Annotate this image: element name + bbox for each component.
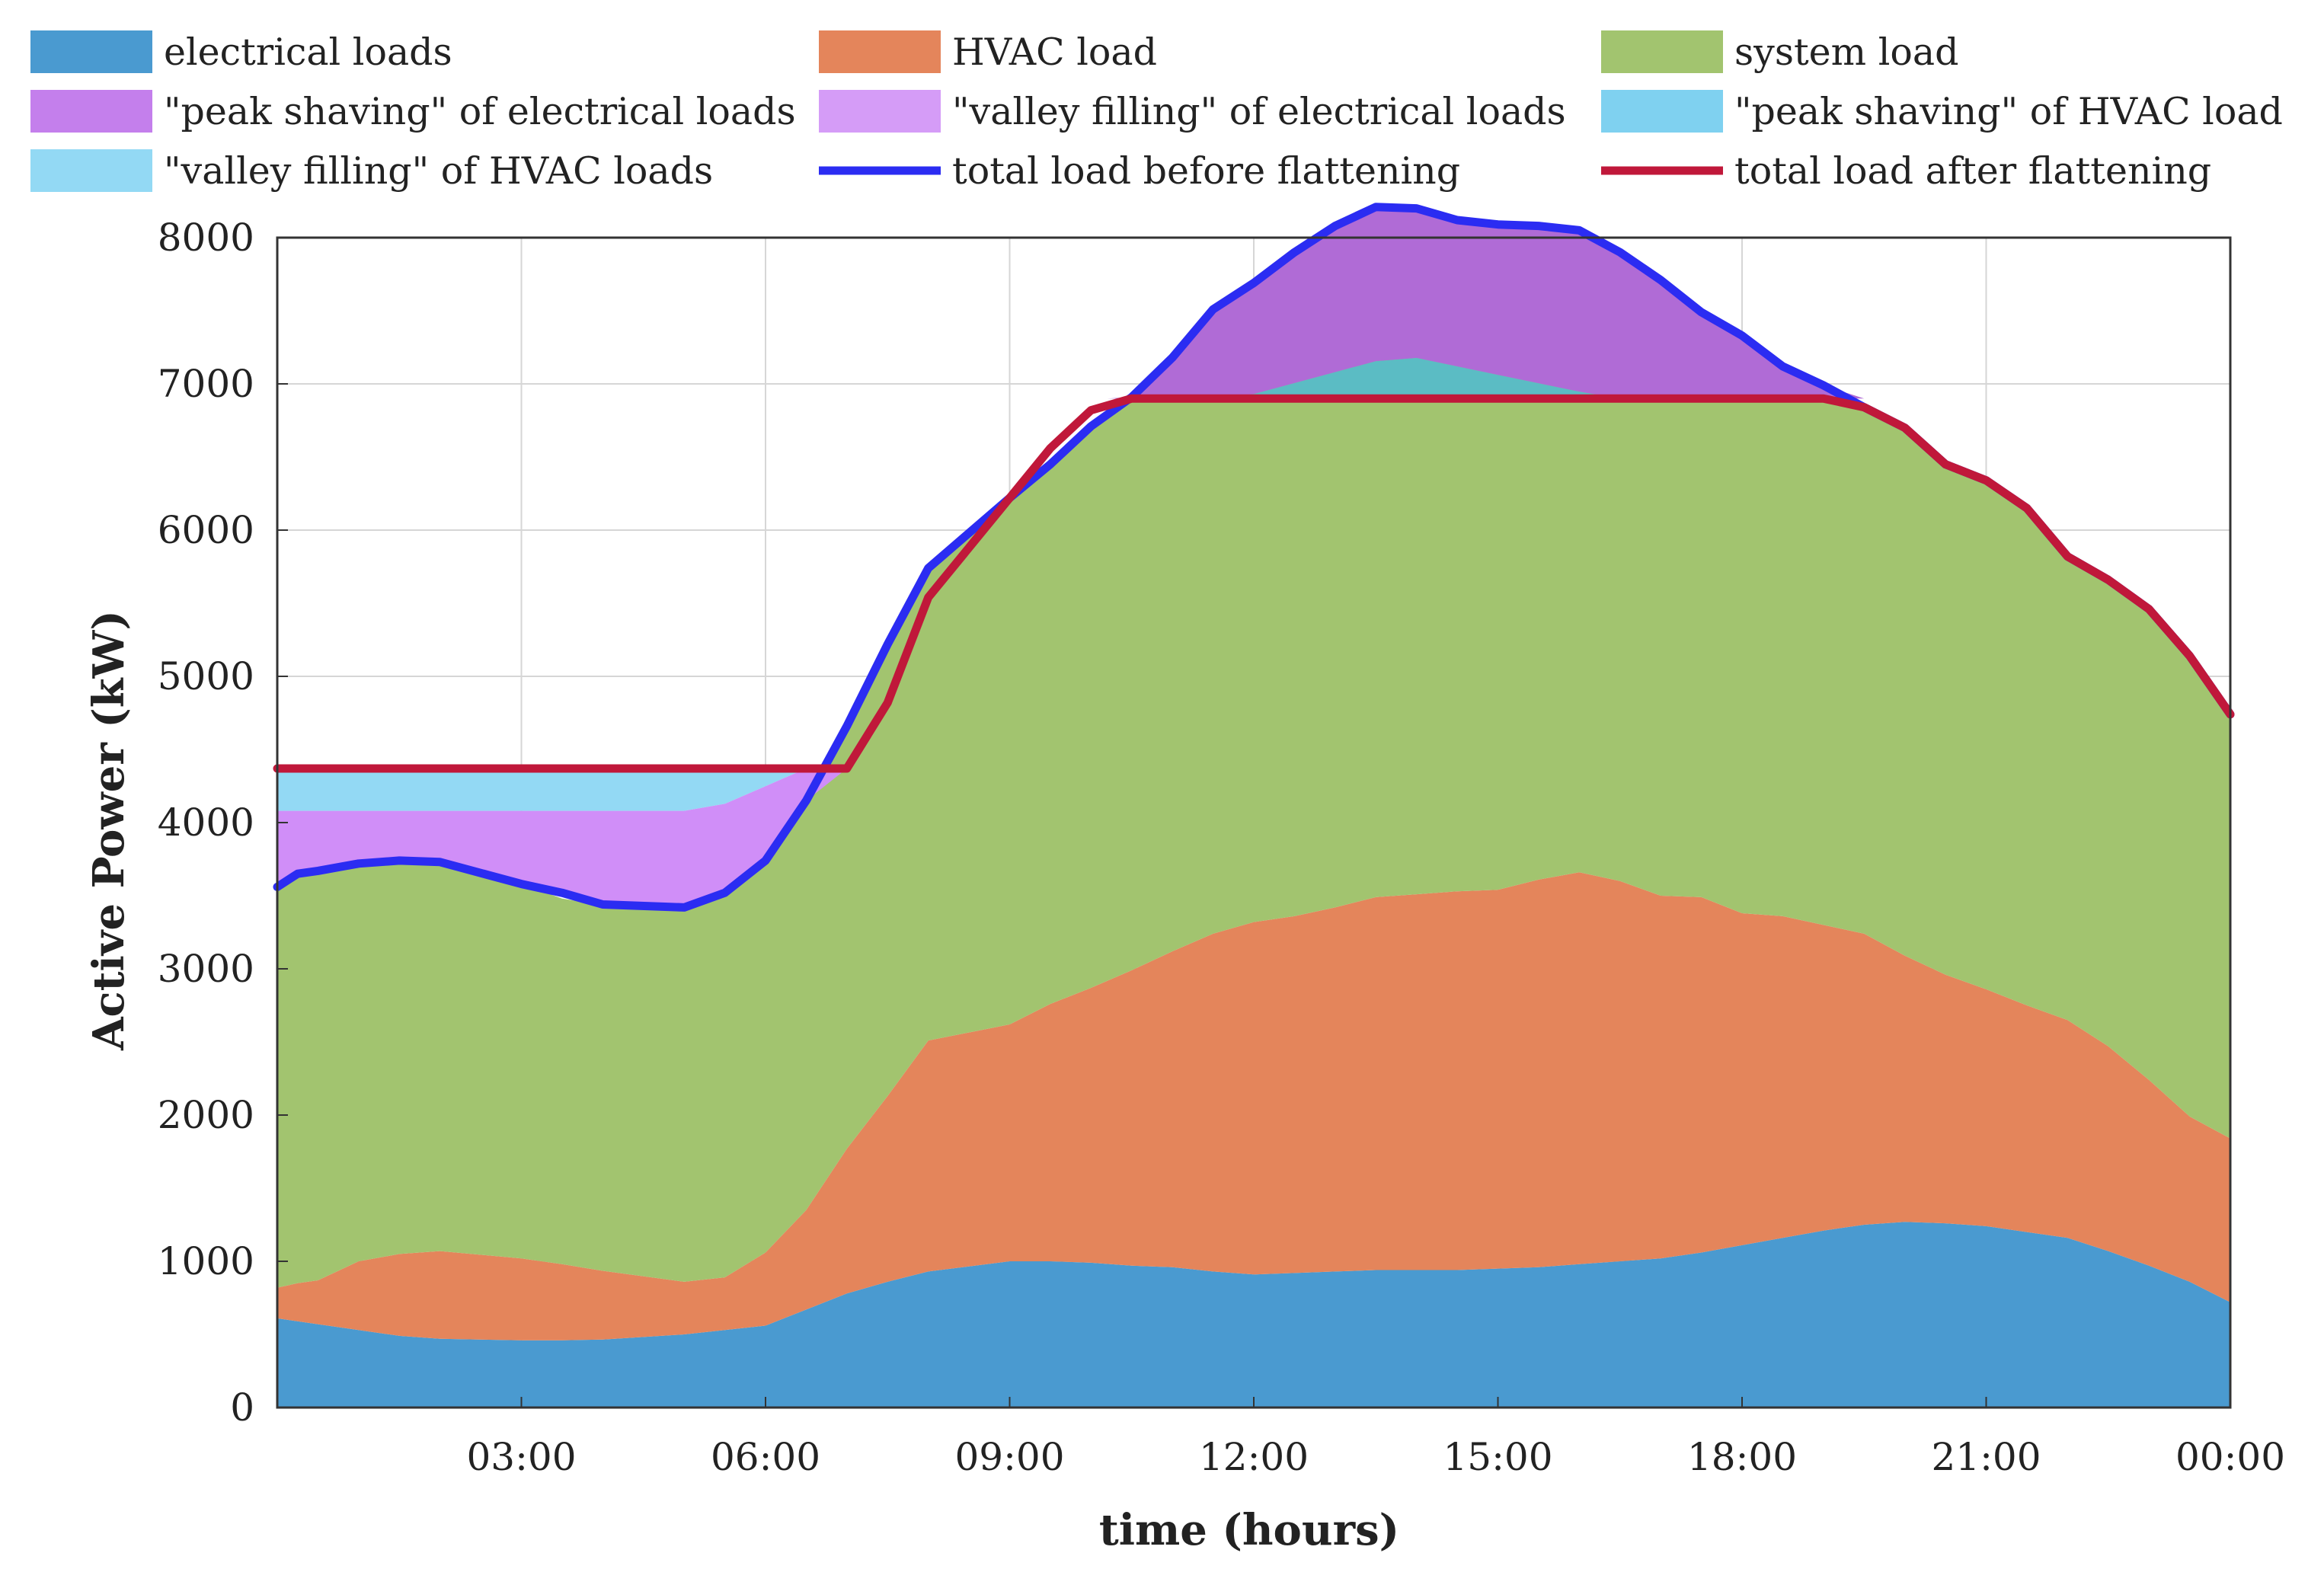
legend-label: "valley filling" of electrical loads: [952, 90, 1566, 133]
y-tick-label: 3000: [158, 947, 254, 991]
x-tick-label: 12:00: [1199, 1435, 1309, 1479]
x-tick-label: 09:00: [954, 1435, 1064, 1479]
y-tick-label: 8000: [158, 216, 254, 260]
line-total-load-after-flattening: [273, 394, 2235, 773]
x-tick-label: 00:00: [2175, 1435, 2285, 1479]
stacked-areas: [277, 206, 2230, 1408]
legend-label: HVAC load: [952, 30, 1157, 74]
y-tick-label: 6000: [158, 508, 254, 552]
legend-swatch: [819, 30, 941, 73]
legend-label: "valley filling" of HVAC loads: [164, 149, 713, 193]
area-peak-shaving-hvac: [1107, 358, 1865, 399]
area-system-load: [277, 206, 2230, 1288]
y-tick-label: 5000: [158, 654, 254, 698]
y-tick-label: 2000: [158, 1093, 254, 1137]
legend-label: total load before flattening: [952, 149, 1460, 193]
legend-label: system load: [1734, 30, 1958, 74]
x-tick-label: 21:00: [1931, 1435, 2041, 1479]
legend-swatch: [30, 149, 152, 192]
legend-label: total load after flattening: [1734, 149, 2211, 193]
legend-label: "peak shaving" of electrical loads: [164, 90, 796, 133]
area-hvac-load: [277, 872, 2230, 1341]
x-tick-label: 03:00: [466, 1435, 576, 1479]
legend: electrical loads HVAC load system load "pea…: [30, 30, 2283, 193]
y-axis-ticks: 0 1000 2000 3000 4000 5000 6000 7000 8000: [158, 216, 288, 1430]
y-tick-label: 1000: [158, 1239, 254, 1283]
x-tick-label: 18:00: [1687, 1435, 1797, 1479]
legend-swatch: [1601, 30, 1723, 73]
legend-swatch: [1601, 90, 1723, 133]
x-axis-ticks: 03:00 06:00 09:00 12:00 15:00 18:00 21:00 00:00: [466, 1397, 2285, 1479]
y-tick-label: 7000: [158, 362, 254, 406]
legend-label: "peak shaving" of HVAC load: [1734, 90, 2283, 133]
y-tick-label: 0: [230, 1385, 254, 1430]
legend-label: electrical loads: [164, 30, 452, 74]
area-valley-filling-electrical: [277, 769, 847, 908]
y-tick-label: 4000: [158, 800, 254, 845]
area-electrical-loads: [277, 1222, 2230, 1408]
legend-swatch: [819, 90, 941, 133]
y-axis-label: Active Power (kW): [84, 610, 134, 1051]
area-valley-filling-hvac: [277, 769, 847, 811]
legend-swatch: [30, 30, 152, 73]
x-tick-label: 06:00: [711, 1435, 820, 1479]
x-tick-label: 15:00: [1443, 1435, 1552, 1479]
total-load-lines: [273, 203, 2235, 912]
x-axis-label: time (hours): [1099, 1505, 1399, 1555]
legend-swatch: [30, 90, 152, 133]
